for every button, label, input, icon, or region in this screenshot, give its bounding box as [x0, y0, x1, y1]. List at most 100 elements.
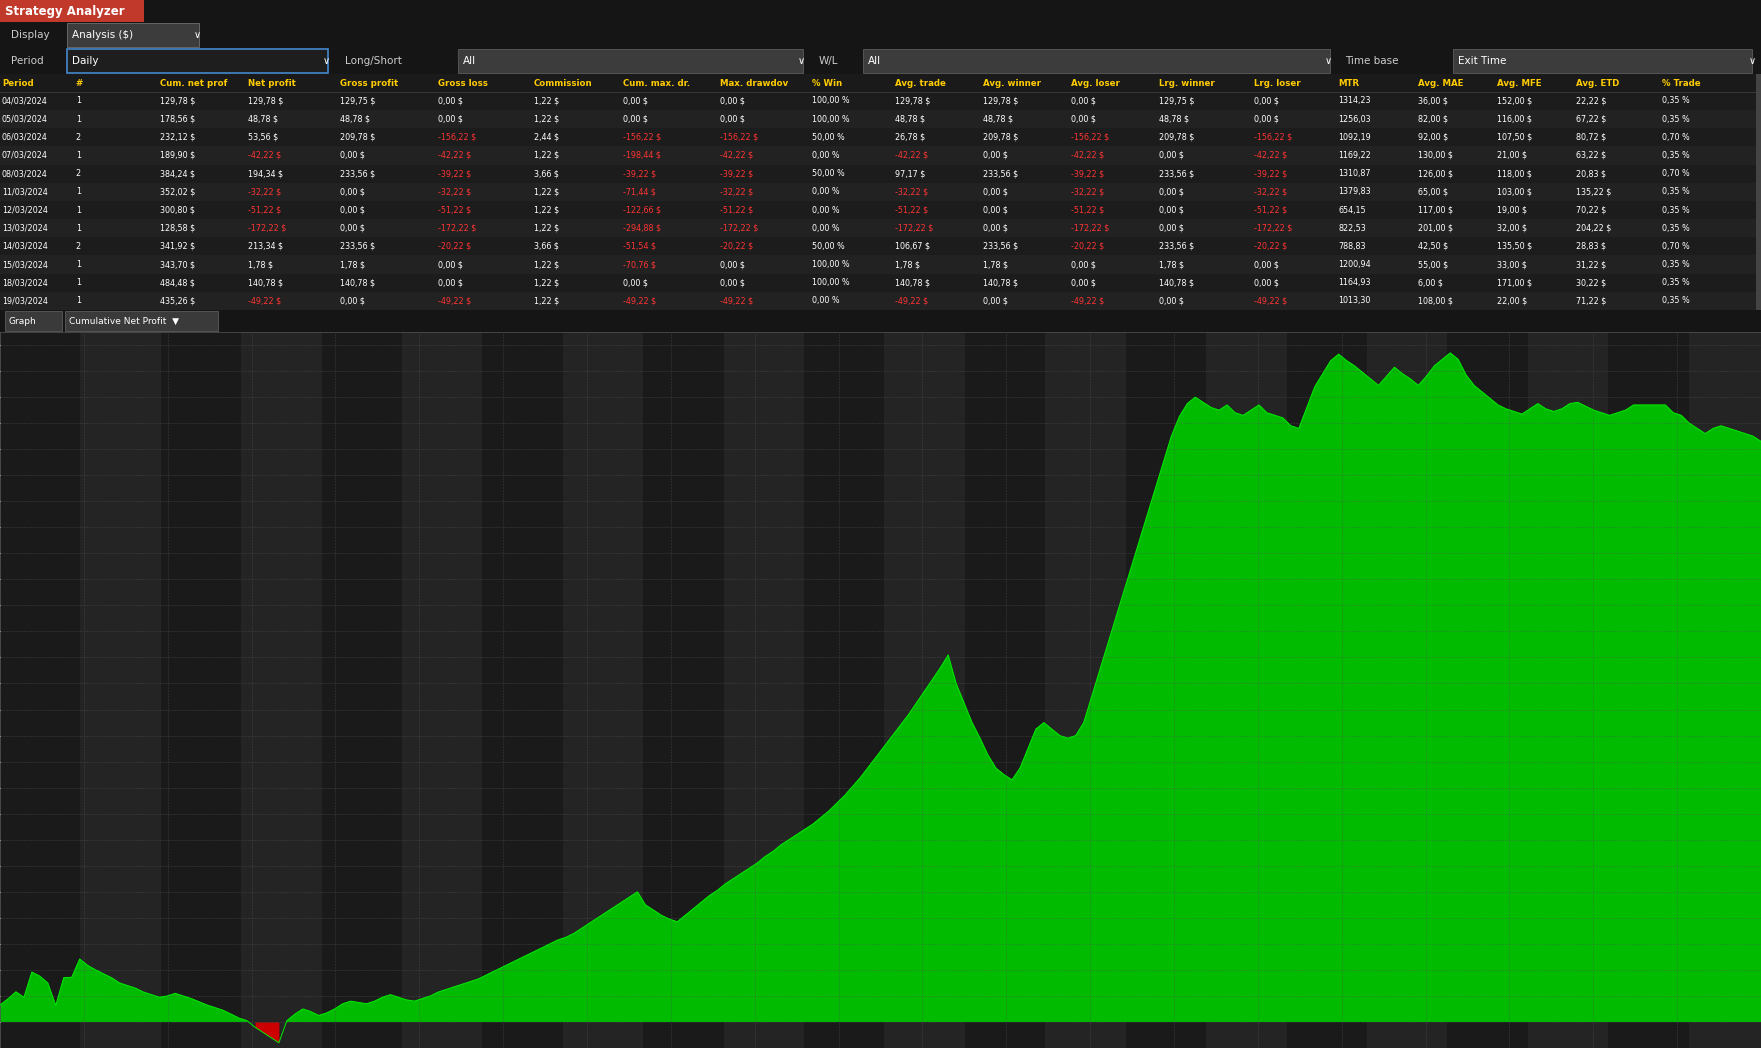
Text: 1: 1: [76, 188, 81, 196]
Text: -51,22 $: -51,22 $: [438, 205, 472, 215]
Bar: [643, 332, 724, 1048]
Text: 19,00 $: 19,00 $: [1497, 205, 1527, 215]
Text: 3,66 $: 3,66 $: [534, 242, 558, 250]
Text: 0,35 %: 0,35 %: [1662, 188, 1691, 196]
Text: -39,22 $: -39,22 $: [438, 169, 472, 178]
Text: -20,22 $: -20,22 $: [438, 242, 472, 250]
Text: 0,00 $: 0,00 $: [983, 151, 1007, 160]
Text: Lrg. loser: Lrg. loser: [1254, 80, 1300, 88]
Text: -51,54 $: -51,54 $: [623, 242, 657, 250]
Bar: [241, 332, 322, 1048]
Bar: [1287, 332, 1367, 1048]
Text: #: #: [76, 80, 83, 88]
Text: Graph: Graph: [9, 316, 37, 326]
Text: 22,00 $: 22,00 $: [1497, 297, 1527, 305]
Text: ∨: ∨: [798, 56, 805, 66]
Text: 05/03/2024: 05/03/2024: [2, 114, 48, 124]
Text: 152,00 $: 152,00 $: [1497, 96, 1532, 106]
Text: 209,78 $: 209,78 $: [340, 133, 375, 141]
Text: 0,00 $: 0,00 $: [340, 188, 365, 196]
Text: 0,35 %: 0,35 %: [1662, 151, 1691, 160]
Text: 100,00 %: 100,00 %: [812, 260, 849, 269]
Text: Time base: Time base: [1345, 56, 1398, 66]
FancyBboxPatch shape: [458, 49, 803, 72]
Text: 48,78 $: 48,78 $: [248, 114, 278, 124]
Text: -20,22 $: -20,22 $: [1071, 242, 1104, 250]
Text: 53,56 $: 53,56 $: [248, 133, 278, 141]
Text: 18/03/2024: 18/03/2024: [2, 278, 48, 287]
Bar: [0, 291, 1761, 310]
Text: 1: 1: [76, 223, 81, 233]
Text: Strategy Analyzer: Strategy Analyzer: [5, 4, 125, 18]
Text: 129,78 $: 129,78 $: [248, 96, 284, 106]
Text: 1,78 $: 1,78 $: [895, 260, 919, 269]
Text: 0,00 $: 0,00 $: [623, 278, 648, 287]
Text: 107,50 $: 107,50 $: [1497, 133, 1532, 141]
Bar: [0, 147, 1761, 165]
Text: 1: 1: [76, 278, 81, 287]
Text: -49,22 $: -49,22 $: [623, 297, 657, 305]
Text: 233,56 $: 233,56 $: [983, 242, 1018, 250]
Text: 0,00 %: 0,00 %: [812, 188, 840, 196]
Text: 0,00 $: 0,00 $: [983, 205, 1007, 215]
Text: -42,22 $: -42,22 $: [1071, 151, 1104, 160]
Text: W/L: W/L: [819, 56, 838, 66]
Text: 92,00 $: 92,00 $: [1418, 133, 1448, 141]
Text: 0,00 $: 0,00 $: [438, 278, 463, 287]
Bar: [1367, 332, 1448, 1048]
Text: 0,35 %: 0,35 %: [1662, 114, 1691, 124]
Text: 0,00 $: 0,00 $: [983, 297, 1007, 305]
Bar: [965, 332, 1046, 1048]
Bar: [884, 332, 965, 1048]
Text: 1,22 $: 1,22 $: [534, 297, 558, 305]
Text: 140,78 $: 140,78 $: [340, 278, 375, 287]
Text: 0,00 $: 0,00 $: [340, 297, 365, 305]
Text: 1,22 $: 1,22 $: [534, 278, 558, 287]
Text: 42,50 $: 42,50 $: [1418, 242, 1448, 250]
Text: Max. drawdov: Max. drawdov: [720, 80, 789, 88]
FancyBboxPatch shape: [65, 311, 218, 331]
Text: 233,56 $: 233,56 $: [1159, 169, 1194, 178]
Text: -172,22 $: -172,22 $: [720, 223, 759, 233]
Bar: [0, 274, 1761, 291]
Text: 55,00 $: 55,00 $: [1418, 260, 1448, 269]
Text: 0,00 $: 0,00 $: [340, 205, 365, 215]
Text: 300,80 $: 300,80 $: [160, 205, 195, 215]
Text: 129,78 $: 129,78 $: [983, 96, 1018, 106]
Text: 100,00 %: 100,00 %: [812, 96, 849, 106]
Text: 0,00 $: 0,00 $: [340, 223, 365, 233]
Text: -156,22 $: -156,22 $: [1071, 133, 1109, 141]
Text: 0,70 %: 0,70 %: [1662, 242, 1691, 250]
Text: 0,00 %: 0,00 %: [812, 297, 840, 305]
Text: 0,00 $: 0,00 $: [1254, 278, 1278, 287]
Text: Display: Display: [11, 30, 49, 40]
Text: 71,22 $: 71,22 $: [1576, 297, 1606, 305]
Text: 0,00 %: 0,00 %: [812, 151, 840, 160]
Text: 171,00 $: 171,00 $: [1497, 278, 1532, 287]
Text: 26,78 $: 26,78 $: [895, 133, 925, 141]
Text: Lrg. winner: Lrg. winner: [1159, 80, 1215, 88]
Bar: [322, 332, 402, 1048]
Text: 116,00 $: 116,00 $: [1497, 114, 1532, 124]
Text: 0,35 %: 0,35 %: [1662, 260, 1691, 269]
Text: 232,12 $: 232,12 $: [160, 133, 195, 141]
Text: 20,83 $: 20,83 $: [1576, 169, 1606, 178]
Text: 33,00 $: 33,00 $: [1497, 260, 1527, 269]
Text: -32,22 $: -32,22 $: [720, 188, 754, 196]
Text: Analysis ($): Analysis ($): [72, 30, 134, 40]
Text: 1164,93: 1164,93: [1338, 278, 1370, 287]
Text: 2,44 $: 2,44 $: [534, 133, 558, 141]
Text: 19/03/2024: 19/03/2024: [2, 297, 48, 305]
Text: -42,22 $: -42,22 $: [895, 151, 928, 160]
Text: -156,22 $: -156,22 $: [1254, 133, 1293, 141]
Text: 1256,03: 1256,03: [1338, 114, 1372, 124]
Bar: [805, 332, 884, 1048]
Text: -32,22 $: -32,22 $: [1254, 188, 1287, 196]
Text: Avg. MAE: Avg. MAE: [1418, 80, 1463, 88]
Text: Daily: Daily: [72, 56, 99, 66]
Text: 213,34 $: 213,34 $: [248, 242, 284, 250]
Text: 435,26 $: 435,26 $: [160, 297, 195, 305]
Text: 0,00 $: 0,00 $: [1159, 151, 1183, 160]
FancyBboxPatch shape: [5, 311, 62, 331]
Text: 0,00 $: 0,00 $: [1071, 278, 1095, 287]
